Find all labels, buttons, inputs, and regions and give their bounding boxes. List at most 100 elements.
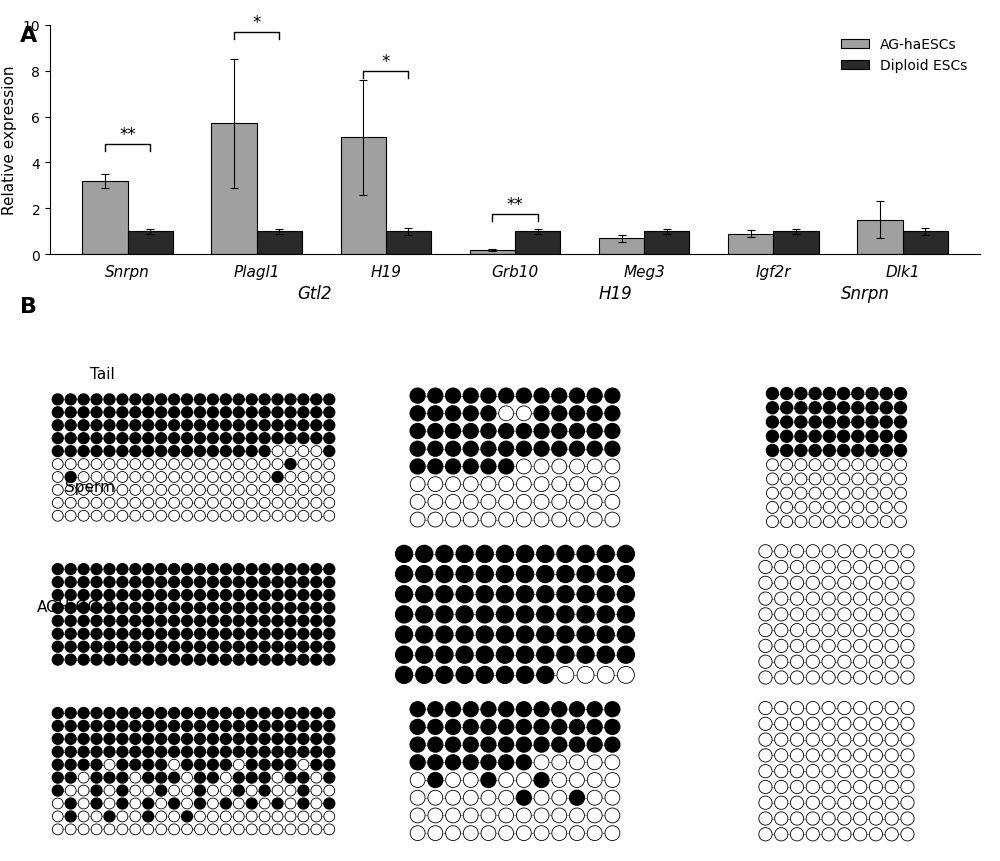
Circle shape — [854, 780, 867, 794]
Circle shape — [428, 826, 443, 840]
Circle shape — [436, 566, 453, 583]
Circle shape — [534, 808, 549, 823]
Circle shape — [52, 511, 63, 522]
Circle shape — [775, 765, 788, 777]
Circle shape — [169, 485, 180, 496]
Circle shape — [143, 759, 154, 771]
Circle shape — [104, 629, 115, 640]
Circle shape — [570, 512, 584, 528]
Circle shape — [52, 798, 63, 809]
Circle shape — [617, 666, 634, 684]
Circle shape — [246, 708, 257, 719]
Circle shape — [65, 824, 76, 835]
Circle shape — [324, 785, 335, 796]
Circle shape — [285, 498, 296, 509]
Circle shape — [285, 772, 296, 784]
Text: **: ** — [119, 126, 136, 144]
Circle shape — [838, 459, 850, 471]
Circle shape — [207, 459, 218, 470]
Circle shape — [117, 641, 128, 653]
Circle shape — [463, 406, 478, 421]
Circle shape — [587, 495, 602, 510]
Circle shape — [285, 511, 296, 522]
Circle shape — [311, 824, 322, 835]
Circle shape — [130, 629, 141, 640]
Circle shape — [537, 586, 554, 603]
Circle shape — [516, 512, 531, 528]
Circle shape — [481, 406, 496, 421]
Circle shape — [428, 477, 443, 492]
Circle shape — [880, 516, 892, 528]
Circle shape — [416, 606, 433, 623]
Circle shape — [446, 720, 460, 734]
Circle shape — [182, 759, 192, 771]
Circle shape — [324, 824, 335, 835]
Circle shape — [605, 737, 620, 753]
Circle shape — [311, 420, 322, 431]
Circle shape — [91, 407, 102, 418]
Circle shape — [854, 733, 867, 746]
Circle shape — [311, 734, 322, 745]
Circle shape — [182, 433, 192, 444]
Bar — [386, 232, 431, 255]
Circle shape — [557, 626, 574, 643]
Circle shape — [298, 472, 309, 483]
Circle shape — [587, 442, 602, 456]
Circle shape — [587, 808, 602, 823]
Circle shape — [169, 590, 180, 601]
Circle shape — [207, 407, 218, 418]
Circle shape — [795, 487, 807, 499]
Circle shape — [481, 737, 496, 753]
Circle shape — [781, 417, 793, 429]
Circle shape — [428, 772, 443, 788]
Circle shape — [324, 654, 335, 666]
Circle shape — [499, 442, 514, 456]
Circle shape — [869, 717, 883, 731]
Bar — [599, 238, 644, 255]
Circle shape — [65, 785, 76, 796]
Circle shape — [587, 512, 602, 528]
Circle shape — [552, 388, 567, 404]
Circle shape — [104, 590, 115, 601]
Circle shape — [91, 603, 102, 614]
Circle shape — [143, 498, 154, 509]
Circle shape — [104, 721, 115, 732]
Circle shape — [52, 721, 63, 732]
Circle shape — [823, 516, 835, 528]
Circle shape — [117, 629, 128, 640]
Circle shape — [91, 759, 102, 771]
Circle shape — [246, 459, 257, 470]
Circle shape — [577, 586, 594, 603]
Circle shape — [537, 566, 554, 583]
Circle shape — [463, 460, 478, 474]
Circle shape — [838, 516, 850, 528]
Circle shape — [587, 737, 602, 753]
Legend: AG-haESCs, Diploid ESCs: AG-haESCs, Diploid ESCs — [836, 33, 973, 78]
Circle shape — [456, 626, 473, 643]
Circle shape — [285, 603, 296, 614]
Circle shape — [901, 796, 914, 809]
Circle shape — [570, 720, 584, 734]
Circle shape — [901, 577, 914, 590]
Circle shape — [885, 796, 898, 809]
Circle shape — [246, 746, 257, 758]
Circle shape — [220, 577, 231, 588]
Circle shape — [130, 472, 141, 483]
Circle shape — [220, 721, 231, 732]
Circle shape — [272, 485, 283, 496]
Circle shape — [272, 708, 283, 719]
Circle shape — [246, 407, 257, 418]
Circle shape — [207, 472, 218, 483]
Circle shape — [182, 420, 192, 431]
Circle shape — [233, 420, 244, 431]
Circle shape — [428, 512, 443, 528]
Circle shape — [885, 561, 898, 574]
Circle shape — [207, 734, 218, 745]
Circle shape — [822, 733, 835, 746]
Circle shape — [143, 641, 154, 653]
Circle shape — [324, 721, 335, 732]
Circle shape — [91, 394, 102, 406]
Circle shape — [65, 446, 76, 457]
Circle shape — [233, 785, 244, 796]
Circle shape — [516, 442, 531, 456]
